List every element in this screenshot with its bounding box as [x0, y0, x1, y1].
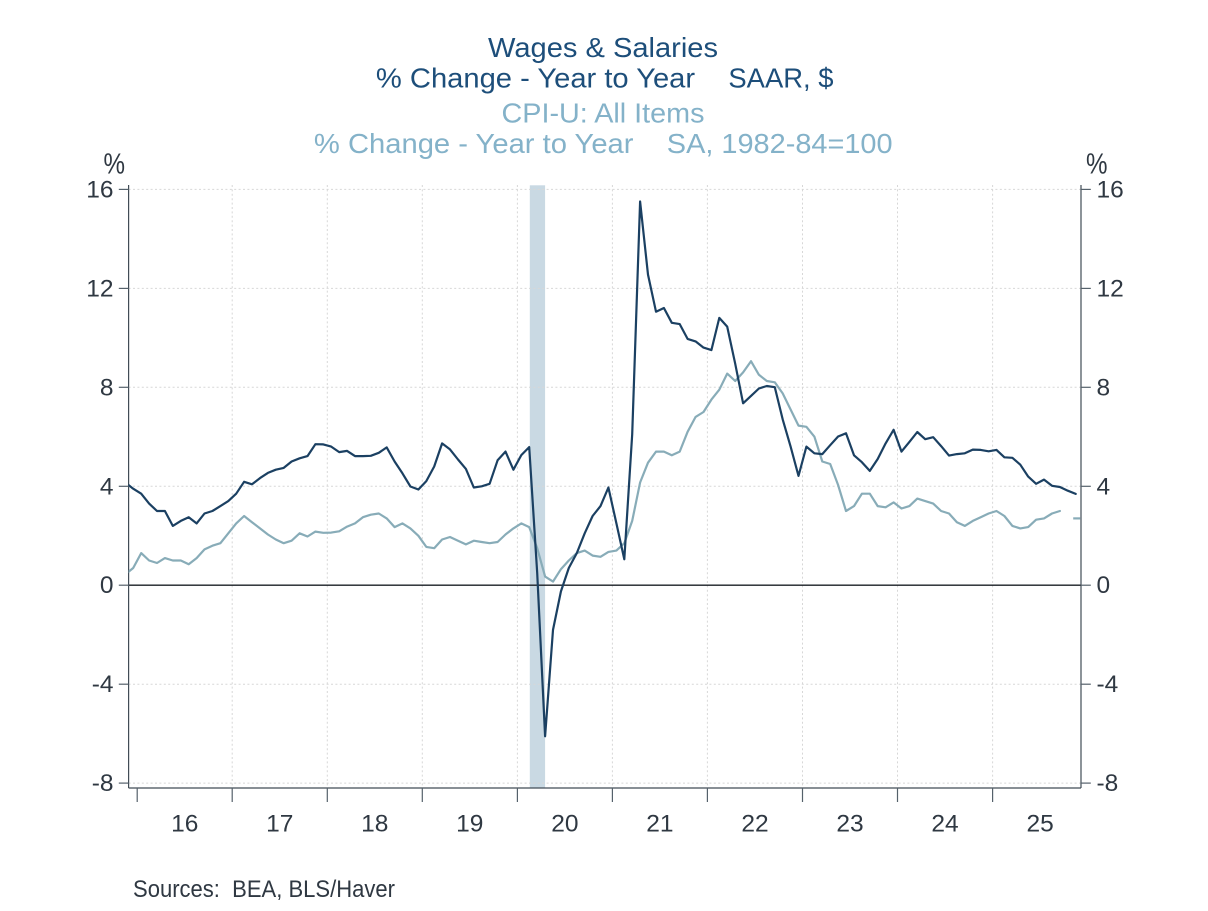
- svg-text:20: 20: [551, 811, 578, 838]
- svg-text:18: 18: [361, 811, 388, 838]
- svg-text:21: 21: [646, 811, 673, 838]
- svg-text:SAAR, $: SAAR, $: [728, 62, 834, 93]
- svg-text:-4: -4: [1097, 671, 1119, 698]
- svg-text:12: 12: [86, 275, 113, 302]
- svg-text:25: 25: [1026, 811, 1053, 838]
- svg-text:12: 12: [1097, 275, 1124, 302]
- svg-text:19: 19: [456, 811, 483, 838]
- svg-text:CPI-U: All Items: CPI-U: All Items: [502, 98, 705, 129]
- svg-text:0: 0: [1097, 572, 1111, 599]
- svg-text:4: 4: [1097, 473, 1111, 500]
- svg-text:Wages & Salaries: Wages & Salaries: [488, 32, 718, 63]
- svg-text:0: 0: [100, 572, 114, 599]
- svg-text:4: 4: [100, 473, 114, 500]
- svg-text:%: %: [104, 149, 126, 181]
- svg-text:24: 24: [931, 811, 958, 838]
- svg-text:23: 23: [836, 811, 863, 838]
- svg-text:8: 8: [1097, 374, 1111, 401]
- svg-text:%: %: [1086, 149, 1108, 181]
- svg-text:-8: -8: [1097, 770, 1119, 797]
- svg-text:8: 8: [100, 374, 114, 401]
- svg-text:-4: -4: [92, 671, 114, 698]
- svg-text:SA, 1982-84=100: SA, 1982-84=100: [667, 128, 893, 159]
- svg-text:17: 17: [266, 811, 293, 838]
- svg-text:22: 22: [741, 811, 768, 838]
- svg-text:% Change - Year to Year: % Change - Year to Year: [376, 62, 695, 93]
- svg-text:% Change - Year to Year: % Change - Year to Year: [314, 128, 634, 159]
- svg-text:-8: -8: [92, 770, 114, 797]
- svg-text:16: 16: [1097, 176, 1124, 203]
- svg-text:16: 16: [86, 176, 113, 203]
- svg-text:Sources: BEA, BLS/Haver: Sources: BEA, BLS/Haver: [133, 876, 395, 903]
- svg-text:16: 16: [171, 811, 198, 838]
